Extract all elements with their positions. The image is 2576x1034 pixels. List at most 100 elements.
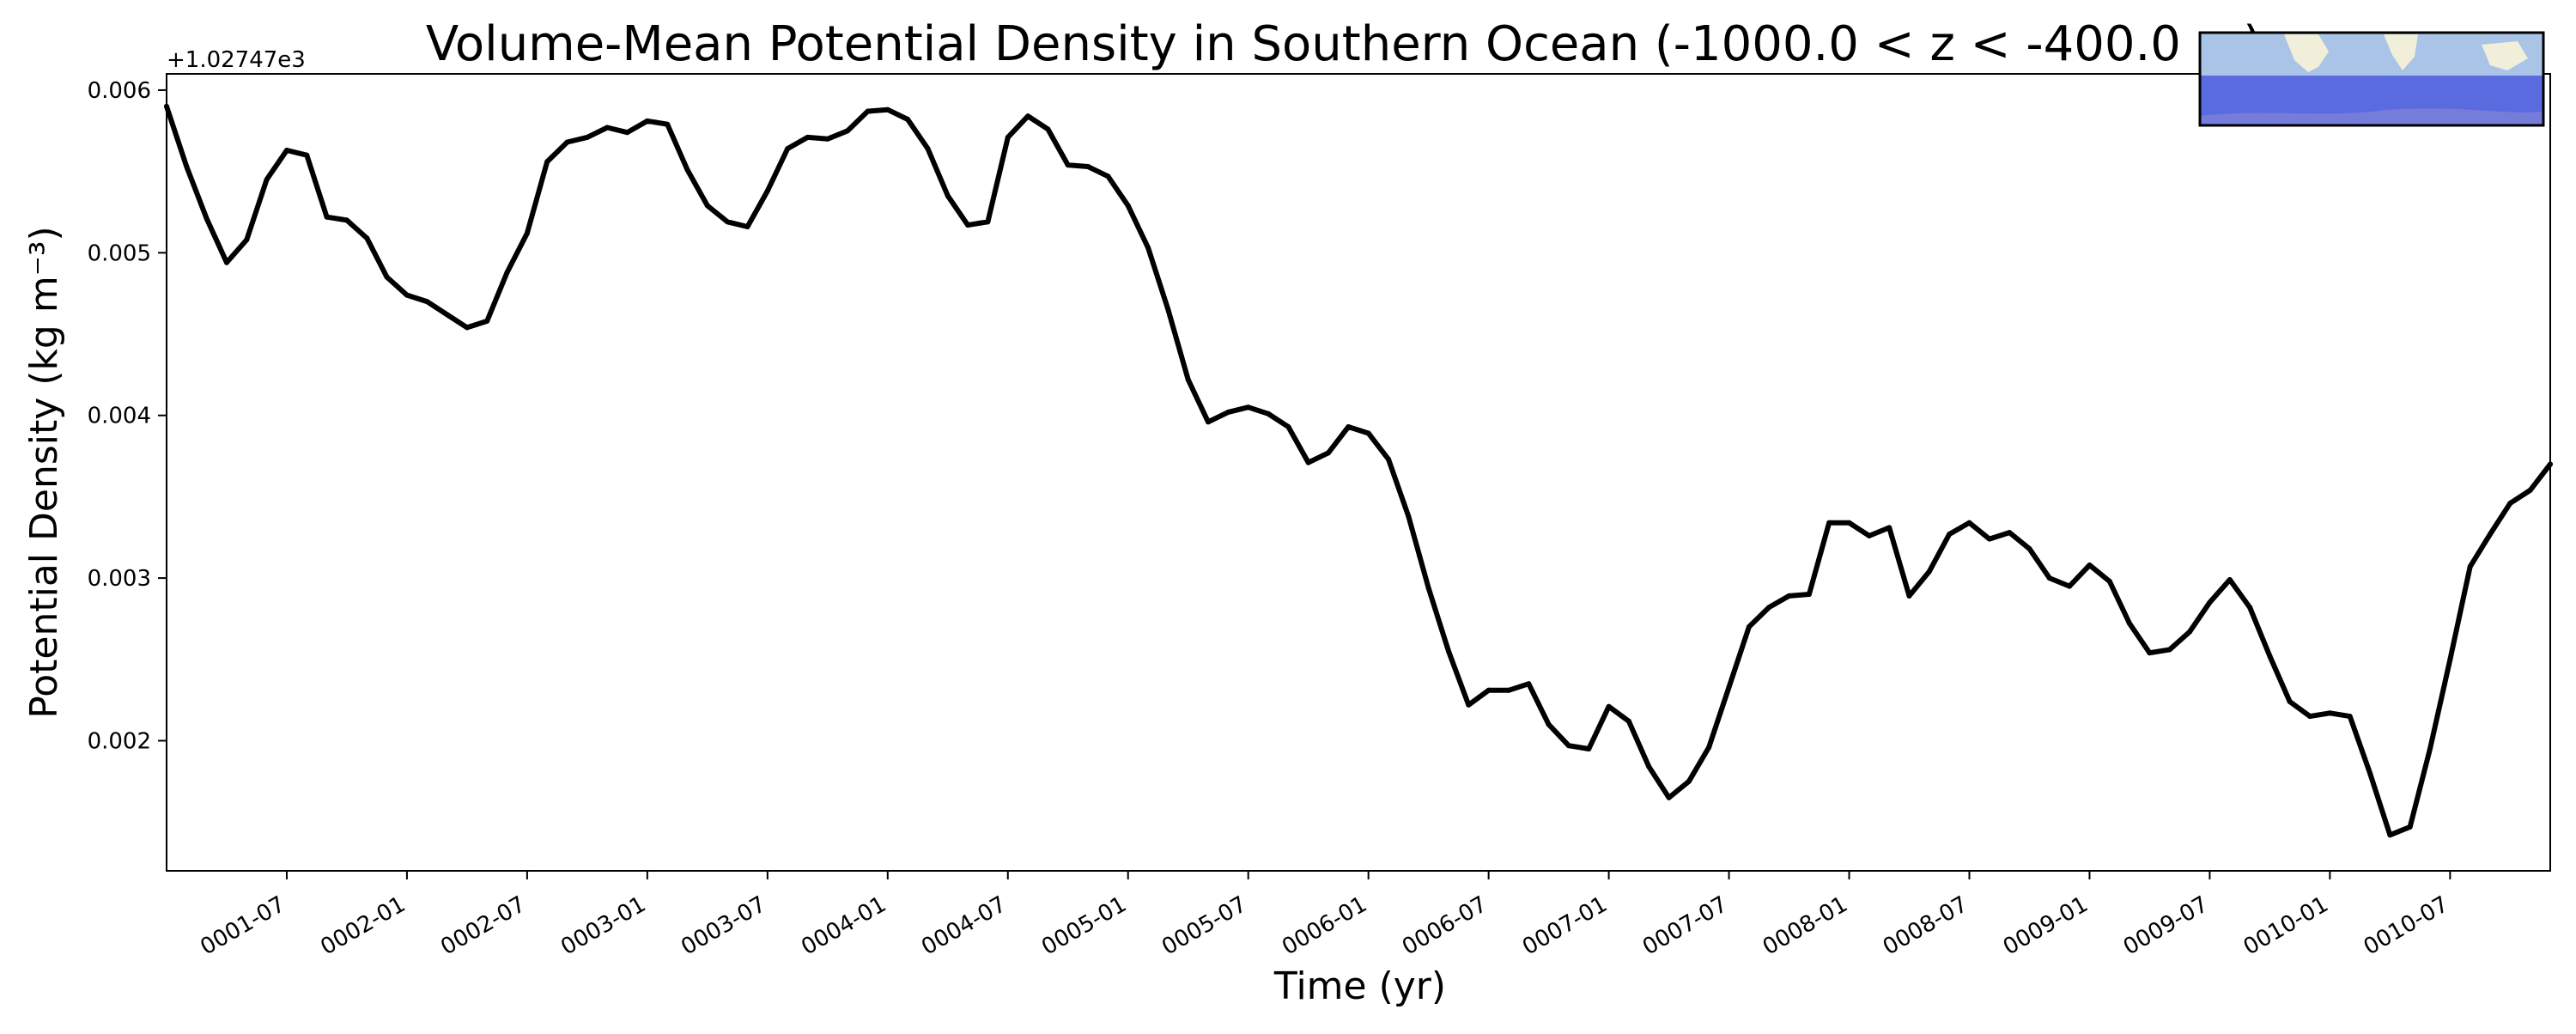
data-point <box>2427 746 2433 751</box>
chart-title: Volume-Mean Potential Density in Souther… <box>426 16 2262 72</box>
data-point <box>504 270 510 276</box>
data-point <box>1786 593 1792 599</box>
data-point <box>2347 714 2353 720</box>
data-point <box>484 318 490 324</box>
x-tick-label: 0003-07 <box>677 891 770 960</box>
data-point <box>2067 583 2073 589</box>
data-point <box>2527 487 2533 493</box>
x-tick-label: 0008-01 <box>1759 891 1852 960</box>
data-point <box>1105 173 1111 179</box>
x-tick-label: 0004-01 <box>797 891 890 960</box>
data-point <box>324 214 330 220</box>
x-tick-label: 0004-07 <box>917 891 1011 960</box>
data-point <box>1686 778 1692 784</box>
x-tick-label: 0001-07 <box>196 891 289 960</box>
data-point <box>1586 746 1592 751</box>
data-point <box>1065 162 1071 168</box>
data-point <box>1125 203 1131 209</box>
data-point <box>384 274 390 280</box>
data-point <box>1666 794 1672 800</box>
data-point <box>624 130 630 136</box>
y-tick-label: 0.004 <box>88 404 151 429</box>
data-point <box>1165 307 1171 313</box>
x-tick-label: 0006-07 <box>1398 891 1492 960</box>
data-point <box>1145 245 1151 251</box>
data-point <box>644 118 650 124</box>
data-point <box>1506 687 1511 693</box>
data-point <box>1726 684 1732 690</box>
data-point <box>1546 721 1552 727</box>
data-point <box>424 299 430 305</box>
data-point <box>1005 134 1011 140</box>
inset-land-south-america <box>2284 34 2329 72</box>
y-tick-label: 0.003 <box>88 566 151 592</box>
data-point <box>2046 575 2052 581</box>
data-point <box>1326 450 1331 456</box>
data-point <box>1625 718 1631 724</box>
data-point <box>764 188 770 194</box>
data-point <box>1285 424 1291 429</box>
x-tick-label: 0009-07 <box>2119 891 2213 960</box>
data-point <box>1826 520 1832 526</box>
x-axis-label: Time (yr) <box>1273 964 1446 1008</box>
data-point <box>945 193 951 198</box>
data-point <box>244 237 250 243</box>
inset-frame <box>2198 31 2545 127</box>
x-tick-label: 0005-01 <box>1037 891 1131 960</box>
data-point <box>1606 703 1612 709</box>
data-point <box>2307 714 2313 720</box>
data-point <box>2166 647 2172 653</box>
data-point <box>2407 824 2413 830</box>
data-point <box>725 219 731 225</box>
y-tick-label: 0.006 <box>88 78 151 104</box>
x-tick-label: 0003-01 <box>556 891 650 960</box>
data-point <box>2387 832 2393 838</box>
data-point <box>1406 514 1412 520</box>
x-tick-label: 0008-07 <box>1879 891 1972 960</box>
density-series-line <box>164 103 2553 838</box>
data-point <box>865 108 871 114</box>
data-point <box>2287 699 2293 704</box>
data-point <box>925 146 931 152</box>
inset-land-africa <box>2384 34 2418 70</box>
data-point <box>1446 648 1451 654</box>
data-point <box>2187 629 2193 635</box>
data-point <box>1866 532 1872 538</box>
data-point <box>2207 599 2213 605</box>
data-point <box>343 217 349 223</box>
data-point <box>444 312 450 318</box>
y-axis-label: Potential Density (kg m⁻³) <box>22 226 66 718</box>
data-point <box>1045 126 1051 132</box>
data-point <box>364 235 370 241</box>
data-point <box>2447 656 2453 662</box>
data-point <box>1966 520 1972 526</box>
data-point <box>1206 419 1211 425</box>
data-point <box>824 136 830 142</box>
data-point <box>1806 592 1812 597</box>
data-point <box>2007 530 2013 536</box>
data-point <box>1305 459 1311 465</box>
x-tick-label: 0007-07 <box>1638 891 1732 960</box>
data-point <box>1425 585 1431 591</box>
data-point <box>2488 532 2493 537</box>
plot-frame <box>166 73 2551 872</box>
data-point <box>2106 578 2112 584</box>
data-point <box>665 121 671 127</box>
data-point <box>704 203 710 209</box>
data-point <box>905 117 911 122</box>
x-tick-label: 0002-07 <box>436 891 530 960</box>
inset-land-australia <box>2482 41 2528 70</box>
data-point <box>1025 113 1031 119</box>
data-point <box>1746 623 1752 630</box>
data-point <box>1365 430 1371 436</box>
region-inset-map <box>2198 31 2545 127</box>
y-tick-label: 0.005 <box>88 240 151 266</box>
x-tick-label: 0006-01 <box>1278 891 1371 960</box>
data-point <box>744 224 750 229</box>
data-point <box>785 146 791 152</box>
data-point <box>2327 710 2333 716</box>
y-offset-label: +1.02747e3 <box>167 47 306 73</box>
data-point <box>2127 621 2133 627</box>
